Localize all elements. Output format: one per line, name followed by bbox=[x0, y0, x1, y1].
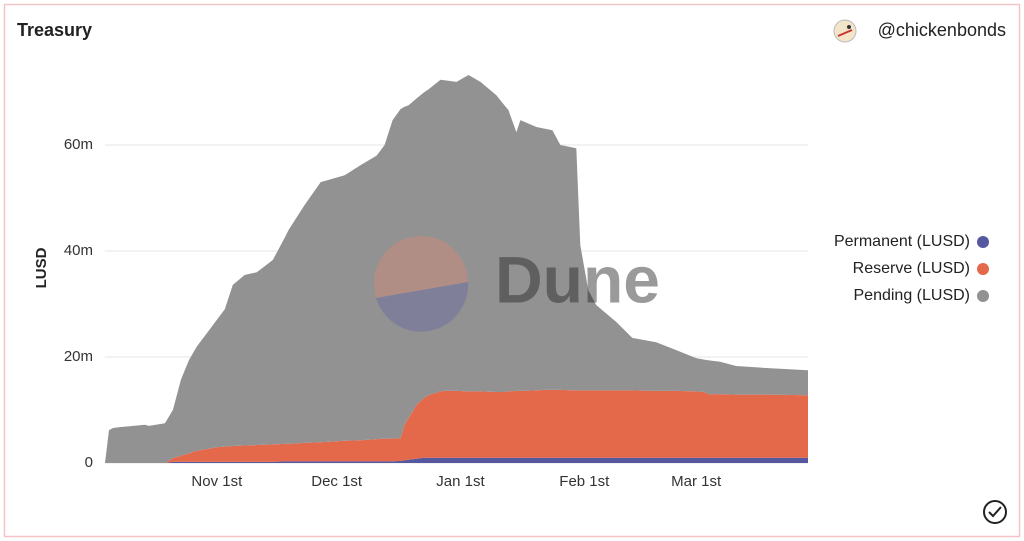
watermark-text: Dune bbox=[495, 242, 660, 316]
legend-swatch bbox=[977, 290, 989, 302]
legend-swatch bbox=[977, 236, 989, 248]
y-tick-label: 20m bbox=[64, 348, 93, 365]
legend: Permanent (LUSD) Reserve (LUSD) Pending (L… bbox=[834, 233, 989, 304]
author: @chickenbonds bbox=[878, 20, 1006, 40]
legend-swatch bbox=[977, 263, 989, 275]
x-tick-label: Nov 1st bbox=[191, 473, 243, 490]
y-tick-label: 60m bbox=[64, 136, 93, 153]
check-icon[interactable] bbox=[983, 500, 1007, 524]
y-tick-label: 0 bbox=[85, 454, 93, 471]
watermark: Dune bbox=[374, 236, 660, 332]
chart-title: Treasury bbox=[17, 20, 92, 40]
legend-label: Pending (LUSD) bbox=[854, 287, 971, 304]
avatar bbox=[833, 19, 857, 43]
y-tick-label: 40m bbox=[64, 242, 93, 259]
area bbox=[105, 75, 808, 463]
x-tick-label: Dec 1st bbox=[311, 473, 363, 490]
y-axis-label: LUSD bbox=[33, 247, 50, 288]
legend-label: Reserve (LUSD) bbox=[853, 260, 970, 277]
x-tick-label: Jan 1st bbox=[436, 473, 485, 490]
x-tick-label: Feb 1st bbox=[559, 473, 610, 490]
area bbox=[105, 389, 808, 463]
x-tick-label: Mar 1st bbox=[671, 473, 722, 490]
legend-label: Permanent (LUSD) bbox=[834, 233, 970, 250]
area bbox=[105, 457, 808, 463]
plot-area: 0 20m 40m 60m Nov 1st Dec 1st Jan 1st Feb 1st Ma… bbox=[64, 75, 808, 490]
